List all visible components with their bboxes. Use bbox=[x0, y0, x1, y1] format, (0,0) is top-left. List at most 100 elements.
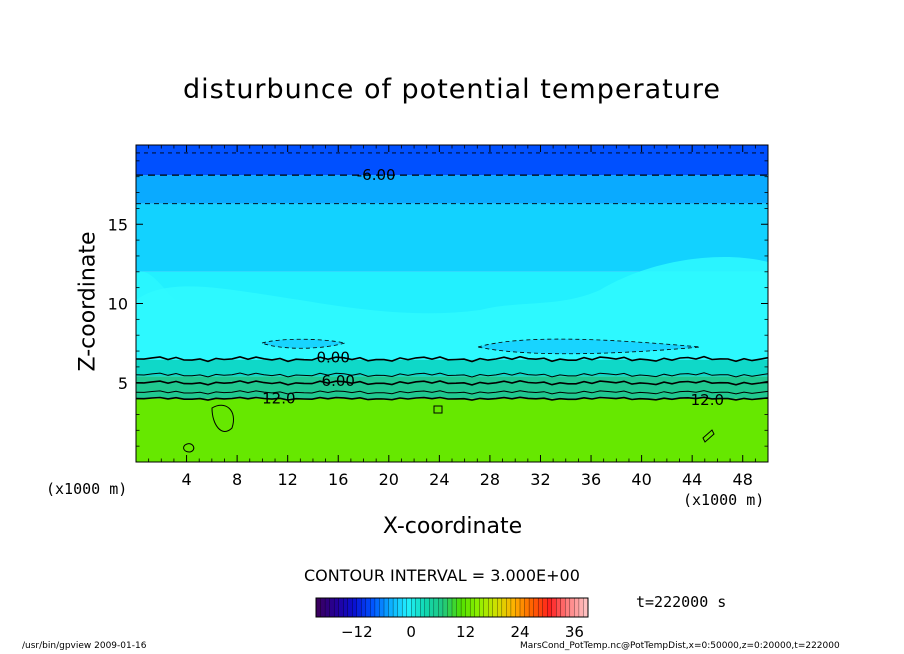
colorbar-cell bbox=[392, 597, 399, 618]
colorbar-cell bbox=[370, 597, 376, 618]
cyan-bulge-left bbox=[136, 271, 175, 300]
colorbar-frame bbox=[315, 597, 589, 618]
footer-right: MarsCond_PotTemp.nc@PotTempDist,x=0:5000… bbox=[520, 641, 840, 651]
colorbar-cell bbox=[420, 597, 426, 618]
colorbar-cell bbox=[469, 597, 476, 618]
x-tick-label-7: 32 bbox=[530, 470, 550, 489]
contour-0 bbox=[135, 355, 769, 363]
x-tick-label-4: 20 bbox=[379, 470, 399, 489]
colorbar-cell bbox=[356, 597, 362, 618]
colorbar-cell bbox=[442, 597, 448, 618]
x-tick-label-10: 44 bbox=[682, 470, 702, 489]
colorbar-cell bbox=[551, 597, 557, 618]
x-unit-label-right: (x1000 m) bbox=[683, 491, 765, 509]
colorbar-cell bbox=[388, 597, 394, 618]
colorbar-cell bbox=[456, 597, 462, 618]
x-axis-label: X-coordinate bbox=[382, 514, 523, 539]
x-tick-label-1: 8 bbox=[232, 470, 242, 489]
colorbar-cell bbox=[569, 597, 575, 618]
colorbar-cell bbox=[497, 597, 503, 618]
band-6 bbox=[136, 145, 768, 176]
colorbar-cell bbox=[411, 597, 417, 618]
contour-6 bbox=[135, 379, 769, 386]
closed-contour-2 bbox=[183, 443, 195, 453]
x-unit-label-left: (x1000 m) bbox=[46, 480, 128, 498]
colorbar-cell bbox=[515, 597, 521, 618]
colorbar-cell bbox=[547, 597, 553, 618]
contour-labels: -6.00 0.00 6.00 12.0 12.0 bbox=[262, 166, 724, 409]
colorbar: −12 0 12 24 36 bbox=[315, 597, 589, 641]
contour-label-4: 12.0 bbox=[691, 391, 724, 409]
colorbar-cell bbox=[510, 597, 516, 618]
time-label: t=222000 s bbox=[636, 593, 727, 611]
colorbar-cell bbox=[361, 597, 367, 618]
contour-12 bbox=[135, 396, 769, 401]
colorbar-cell bbox=[519, 597, 525, 618]
cold-pocket-right bbox=[477, 338, 701, 355]
colorbar-cell bbox=[524, 597, 530, 618]
x-tick-label-8: 36 bbox=[581, 470, 601, 489]
plot-overlay bbox=[135, 152, 769, 453]
colorbar-cell bbox=[465, 597, 471, 618]
band-2 bbox=[136, 358, 768, 377]
band-1 bbox=[136, 376, 768, 399]
closed-contour-3 bbox=[433, 405, 443, 414]
colorbar-tick-label-1: 0 bbox=[406, 623, 416, 641]
colorbar-cell bbox=[343, 597, 349, 618]
colorbar-cell bbox=[460, 597, 467, 618]
contour-label-2: 6.00 bbox=[322, 372, 355, 390]
colorbar-cell bbox=[438, 597, 444, 618]
colorbar-cell bbox=[424, 597, 430, 618]
x-tick-label-5: 24 bbox=[429, 470, 449, 489]
colorbar-cell bbox=[338, 597, 344, 618]
contour-label-3: 12.0 bbox=[262, 390, 295, 408]
x-tick-label-9: 40 bbox=[631, 470, 651, 489]
colorbar-cell bbox=[333, 597, 340, 618]
colorbar-cell bbox=[560, 597, 566, 618]
colorbar-cell bbox=[578, 597, 584, 618]
colorbar-cell bbox=[379, 597, 385, 618]
colorbar-cell bbox=[347, 597, 353, 618]
closed-contour-4 bbox=[702, 429, 715, 443]
colorbar-cell bbox=[451, 597, 457, 618]
contour-interval: CONTOUR INTERVAL = 3.000E+00 bbox=[304, 566, 580, 585]
colorbar-cell bbox=[537, 597, 544, 618]
colorbar-cell bbox=[488, 597, 494, 618]
colorbar-cell bbox=[397, 597, 403, 618]
colorbar-tick-label-0: −12 bbox=[341, 623, 373, 641]
chart-title: disturbunce of potential temperature bbox=[183, 74, 721, 105]
colorbar-cell bbox=[383, 597, 389, 618]
colorbar-cell bbox=[483, 597, 489, 618]
colorbar-cell bbox=[574, 597, 580, 618]
colorbar-cell bbox=[474, 597, 480, 618]
colorbar-cell bbox=[329, 597, 335, 618]
colorbar-cell bbox=[533, 597, 539, 618]
colorbar-cell bbox=[429, 597, 435, 618]
band-0 bbox=[136, 398, 768, 462]
colorbar-cell bbox=[479, 597, 485, 618]
colorbar-tick-label-2: 12 bbox=[456, 623, 475, 641]
colorbar-cell bbox=[542, 597, 548, 618]
colorbar-cell bbox=[365, 597, 371, 618]
colorbar-cell bbox=[433, 597, 439, 618]
colorbar-cell bbox=[324, 597, 331, 618]
contour-label-0: -6.00 bbox=[357, 166, 396, 184]
colorbar-cell bbox=[315, 597, 321, 618]
colorbar-cell bbox=[320, 597, 326, 618]
x-tick-label-2: 12 bbox=[278, 470, 298, 489]
band-5 bbox=[136, 175, 768, 204]
colorbar-cell bbox=[556, 597, 562, 618]
y-tick-label-2: 15 bbox=[108, 215, 128, 234]
colorbar-cell bbox=[528, 597, 535, 618]
colorbar-cell bbox=[492, 597, 498, 618]
x-tick-label-11: 48 bbox=[733, 470, 753, 489]
x-tick-label-0: 4 bbox=[181, 470, 191, 489]
colorbar-cell bbox=[501, 597, 507, 618]
colorbar-tick-label-4: 36 bbox=[565, 623, 584, 641]
band-4 bbox=[136, 203, 768, 272]
y-tick-label-1: 10 bbox=[108, 295, 128, 314]
colorbar-cell bbox=[447, 597, 453, 618]
x-tick-label-3: 16 bbox=[328, 470, 348, 489]
colorbar-tick-label-3: 24 bbox=[510, 623, 529, 641]
